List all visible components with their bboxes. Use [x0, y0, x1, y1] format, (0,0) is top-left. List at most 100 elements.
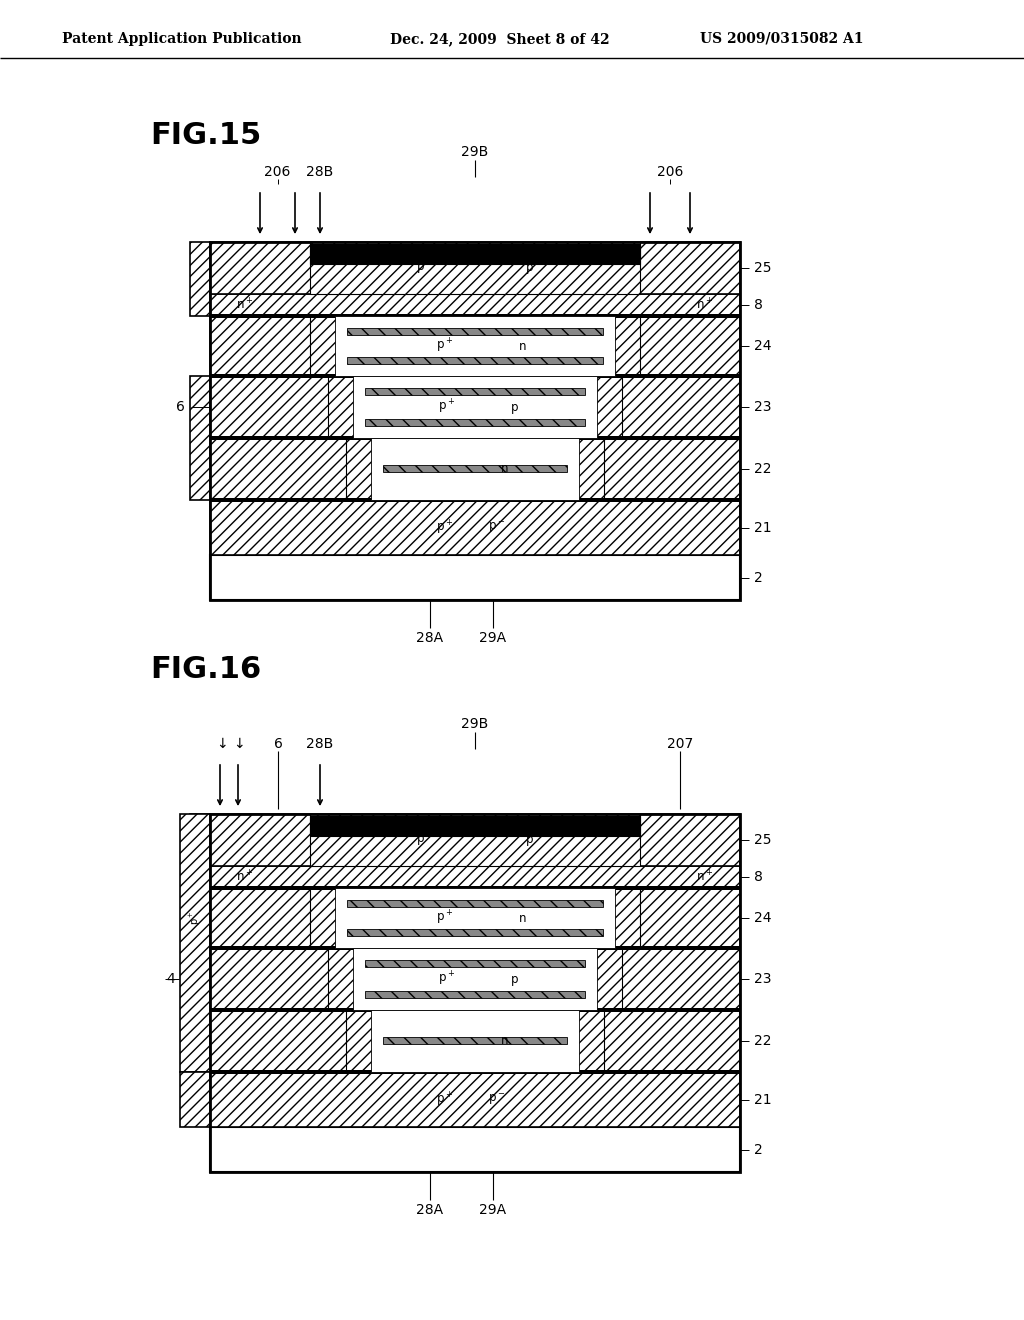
Text: 8: 8 [754, 298, 763, 312]
Bar [210, 242, 740, 294]
Bar [335, 315, 615, 376]
Bar [190, 376, 210, 500]
Bar [210, 376, 740, 438]
Bar [347, 929, 603, 936]
Text: 28B: 28B [306, 165, 334, 180]
Bar [210, 294, 740, 315]
Bar [180, 1072, 210, 1127]
Bar [180, 814, 210, 1072]
Bar [383, 465, 567, 473]
Text: 6: 6 [273, 737, 283, 751]
Text: 24: 24 [754, 339, 771, 352]
Text: US 2009/0315082 A1: US 2009/0315082 A1 [700, 32, 863, 46]
Bar [210, 374, 740, 378]
Text: 25: 25 [754, 833, 771, 847]
Text: 207: 207 [667, 737, 693, 751]
Bar [353, 948, 597, 1010]
Bar [210, 498, 740, 502]
Bar [365, 388, 585, 395]
Bar [210, 1072, 740, 1127]
Bar [210, 314, 740, 318]
Bar [210, 1071, 740, 1074]
Text: p$^+$: p$^+$ [187, 911, 203, 925]
Text: p$^-$: p$^-$ [488, 520, 506, 535]
Bar [310, 242, 640, 294]
Text: 206: 206 [656, 165, 683, 180]
Text: 6: 6 [176, 400, 185, 414]
Bar [210, 866, 740, 888]
Text: 23: 23 [754, 400, 771, 414]
Bar [310, 244, 640, 264]
Text: n$^+$: n$^+$ [696, 297, 714, 313]
Bar [383, 1038, 567, 1044]
Text: 22: 22 [754, 1034, 771, 1048]
Bar [347, 327, 603, 335]
Text: 4: 4 [166, 972, 175, 986]
Text: 28A: 28A [417, 631, 443, 645]
Text: 25: 25 [754, 261, 771, 275]
Bar [210, 554, 740, 601]
Bar [365, 418, 585, 426]
Bar [347, 900, 603, 907]
Bar [210, 886, 740, 890]
Text: 8: 8 [754, 870, 763, 884]
Bar [210, 1127, 740, 1172]
Bar [190, 948, 210, 1072]
Bar [210, 500, 740, 554]
Text: p$^+$: p$^+$ [417, 259, 433, 277]
Bar [210, 1071, 740, 1074]
Text: n$^+$: n$^+$ [237, 297, 254, 313]
Text: p$^+$: p$^+$ [436, 1090, 454, 1109]
Text: 21: 21 [754, 1093, 772, 1106]
Text: FIG.15: FIG.15 [150, 120, 261, 149]
Text: 23: 23 [754, 972, 771, 986]
Text: 29A: 29A [479, 631, 507, 645]
Text: p$^+$: p$^+$ [436, 909, 454, 927]
Text: 22: 22 [754, 462, 771, 477]
Text: p: p [526, 833, 534, 846]
Bar [365, 991, 585, 998]
Bar [346, 1010, 604, 1072]
Bar [328, 376, 622, 438]
Text: 28A: 28A [417, 1203, 443, 1217]
Text: n: n [502, 462, 509, 475]
Text: 29B: 29B [462, 145, 488, 158]
Text: p$^+$: p$^+$ [438, 397, 456, 416]
Text: p$^+$: p$^+$ [417, 830, 433, 849]
Text: 206: 206 [264, 165, 291, 180]
Text: p$^-$: p$^-$ [488, 1092, 506, 1107]
Text: 28B: 28B [306, 737, 334, 751]
Bar [310, 888, 640, 948]
Text: p$^+$: p$^+$ [436, 519, 454, 537]
Bar [210, 438, 740, 500]
Text: p: p [526, 261, 534, 275]
Text: Patent Application Publication: Patent Application Publication [62, 32, 302, 46]
Bar [210, 1010, 740, 1072]
Bar [365, 960, 585, 968]
Text: 2: 2 [754, 570, 763, 585]
Bar [190, 814, 210, 888]
Bar [210, 242, 740, 601]
Bar [371, 1010, 579, 1072]
Bar [210, 888, 740, 948]
Text: p: p [511, 973, 519, 986]
Text: $\downarrow\downarrow$: $\downarrow\downarrow$ [214, 737, 245, 751]
Text: p$^+$: p$^+$ [438, 970, 456, 989]
Text: p$^+$: p$^+$ [436, 337, 454, 355]
Text: 24: 24 [754, 911, 771, 925]
Text: n: n [519, 339, 526, 352]
Bar [335, 888, 615, 948]
Text: FIG.16: FIG.16 [150, 656, 261, 685]
Bar [210, 948, 740, 1010]
Text: 29A: 29A [479, 1203, 507, 1217]
Bar [347, 356, 603, 364]
Bar [310, 315, 640, 376]
Text: 29B: 29B [462, 717, 488, 731]
Text: 2: 2 [754, 1143, 763, 1156]
Text: n: n [519, 912, 526, 924]
Bar [190, 242, 210, 315]
Text: Dec. 24, 2009  Sheet 8 of 42: Dec. 24, 2009 Sheet 8 of 42 [390, 32, 609, 46]
Bar [210, 436, 740, 440]
Bar [310, 816, 640, 836]
Bar [310, 814, 640, 866]
